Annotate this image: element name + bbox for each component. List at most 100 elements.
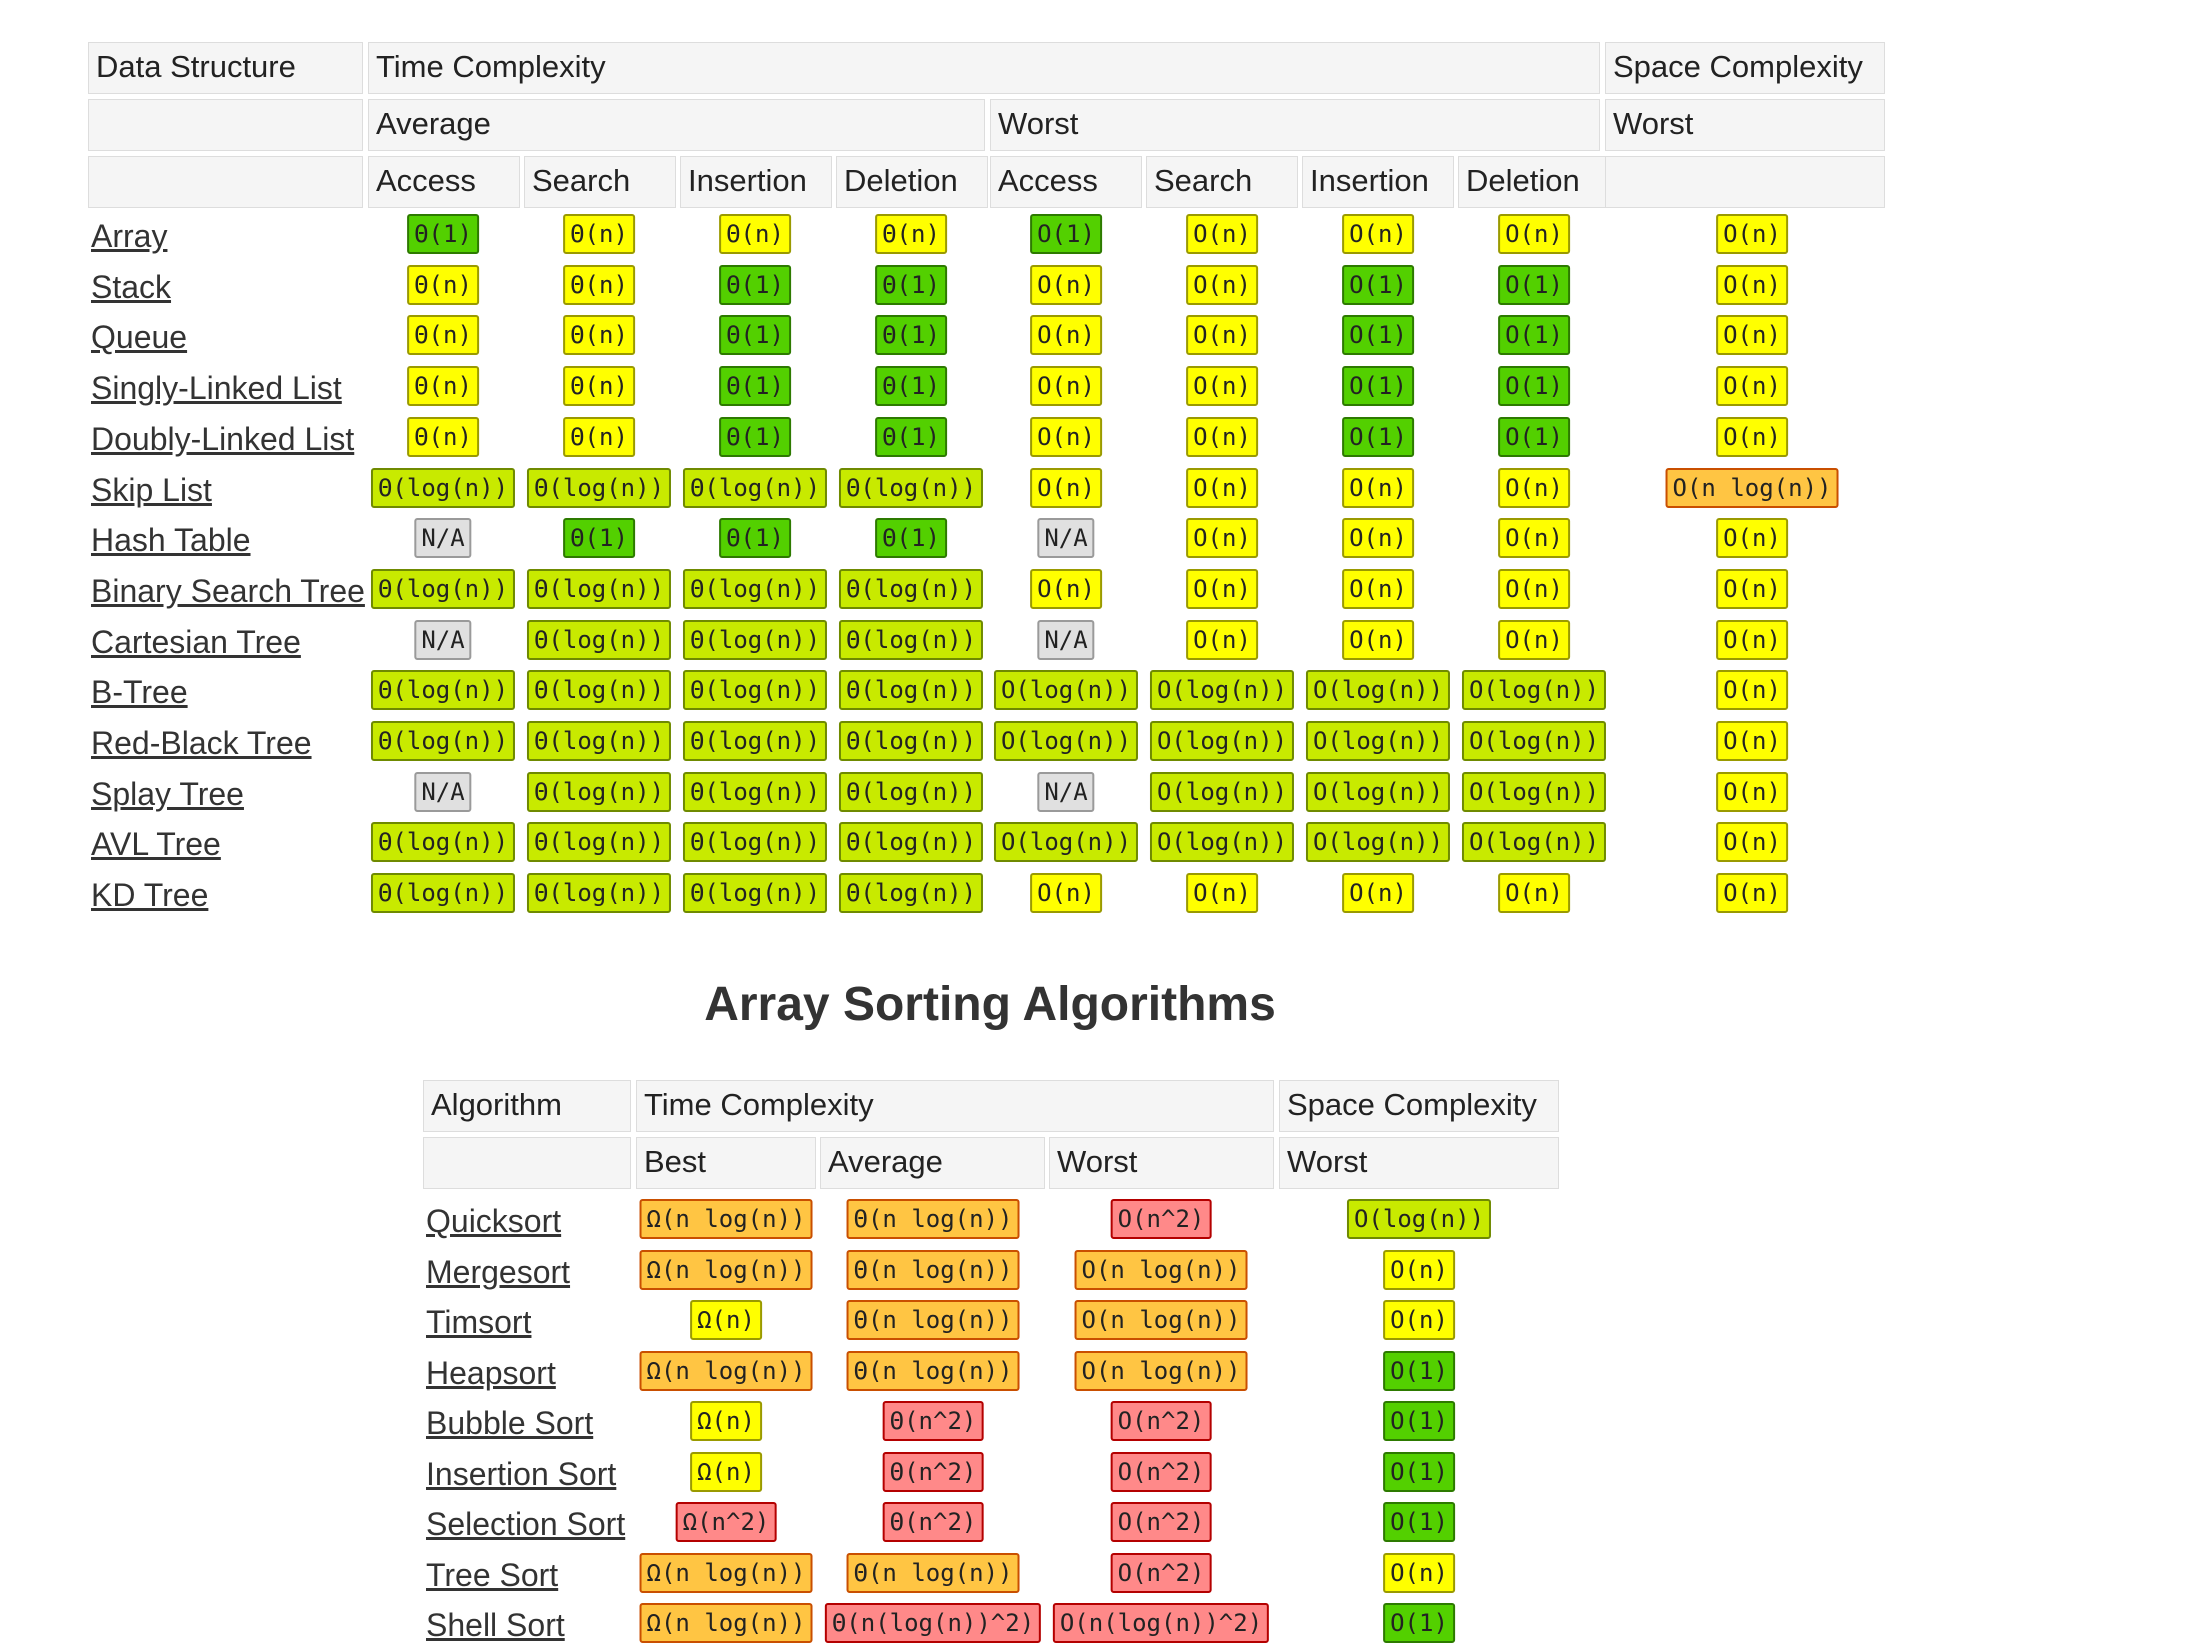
complexity-badge: Ω(n) (690, 1300, 762, 1340)
complexity-badge: Θ(log(n)) (526, 873, 672, 914)
complexity-badge: O(n) (1716, 822, 1788, 863)
complexity-badge: Θ(log(n)) (370, 670, 516, 711)
sorting-section-title: Array Sorting Algorithms (704, 978, 1276, 1031)
complexity-badge: Θ(log(n)) (838, 771, 984, 812)
complexity-badge: O(n) (1716, 518, 1788, 559)
ds-row-link-red-black-tree[interactable]: Red-Black Tree (91, 725, 312, 761)
complexity-badge: Θ(1) (563, 518, 635, 559)
complexity-badge: Ω(n log(n)) (639, 1350, 813, 1391)
ds-row-link-splay-tree[interactable]: Splay Tree (91, 775, 244, 812)
complexity-badge: O(log(n)) (1149, 670, 1295, 711)
complexity-badge: O(n(log(n))^2) (1052, 1603, 1270, 1643)
ds-row-link-skip-list[interactable]: Skip List (91, 471, 212, 508)
complexity-badge: Θ(log(n)) (370, 873, 516, 914)
complexity-badge: Θ(n(log(n))^2) (824, 1603, 1042, 1643)
complexity-badge: O(n) (1383, 1249, 1455, 1290)
complexity-badge: O(n log(n)) (1074, 1350, 1248, 1391)
complexity-badge: Θ(1) (719, 315, 791, 356)
complexity-badge: O(n) (1342, 568, 1414, 609)
complexity-badge: Θ(n) (719, 214, 791, 254)
ds-row-link-queue[interactable]: Queue (91, 319, 188, 356)
ds-row-link-array[interactable]: Array (91, 218, 168, 254)
sort-row-link-tree-sort[interactable]: Tree Sort (426, 1556, 559, 1593)
complexity-badge: O(n) (1498, 518, 1570, 559)
complexity-badge: Θ(n) (407, 416, 479, 457)
complexity-badge: O(1) (1498, 366, 1570, 407)
complexity-badge: O(n) (1383, 1300, 1455, 1340)
complexity-badge: Θ(log(n)) (370, 467, 516, 508)
sort-row-link-shell-sort[interactable]: Shell Sort (426, 1607, 565, 1643)
ds-row-link-avl-tree[interactable]: AVL Tree (91, 826, 221, 863)
complexity-badge: O(n log(n)) (1074, 1300, 1248, 1340)
ds-row-link-kd-tree[interactable]: KD Tree (91, 877, 209, 914)
complexity-badge: Θ(n^2) (882, 1502, 984, 1542)
complexity-badge: Θ(1) (875, 366, 947, 407)
sort-row-link-heapsort[interactable]: Heapsort (426, 1354, 556, 1391)
complexity-badge: Θ(log(n)) (526, 619, 672, 660)
complexity-badge: Θ(log(n)) (682, 670, 828, 711)
complexity-badge: Θ(log(n)) (682, 721, 828, 761)
ds-row-link-binary-search-tree[interactable]: Binary Search Tree (91, 572, 365, 609)
sort-header-empty (423, 1137, 631, 1189)
ds-header-average: Average (368, 99, 985, 151)
ds-row-link-doubly-linked-list[interactable]: Doubly-Linked List (91, 420, 355, 457)
sort-row-link-timsort[interactable]: Timsort (426, 1304, 532, 1340)
ds-row-link-hash-table[interactable]: Hash Table (91, 522, 251, 559)
complexity-badge: O(n) (1716, 771, 1788, 812)
sort-row-link-mergesort[interactable]: Mergesort (426, 1253, 571, 1290)
sort-header-algorithm: Algorithm (423, 1080, 631, 1132)
complexity-badge: Θ(n log(n)) (846, 1199, 1020, 1239)
complexity-badge: O(n^2) (1110, 1552, 1212, 1593)
complexity-badge: O(n) (1342, 214, 1414, 254)
ds-row-link-singly-linked-list[interactable]: Singly-Linked List (91, 370, 342, 407)
complexity-badge: O(log(n)) (993, 822, 1139, 863)
complexity-badge: O(n) (1498, 873, 1570, 914)
complexity-badge: O(1) (1383, 1350, 1455, 1391)
complexity-badge: Θ(log(n)) (682, 467, 828, 508)
ds-row-link-cartesian-tree[interactable]: Cartesian Tree (91, 623, 301, 660)
complexity-badge: Θ(log(n)) (526, 568, 672, 609)
complexity-badge: O(log(n)) (1461, 822, 1607, 863)
ds-row-link-b-tree[interactable]: B-Tree (91, 674, 188, 711)
complexity-badge: Θ(log(n)) (526, 771, 672, 812)
complexity-badge: Θ(1) (875, 264, 947, 305)
complexity-badge: Ω(n) (690, 1451, 762, 1492)
ds-subheader-search-worst: Search (1146, 156, 1298, 208)
sort-row-link-insertion-sort[interactable]: Insertion Sort (426, 1455, 617, 1492)
sort-row-link-quicksort[interactable]: Quicksort (426, 1203, 562, 1239)
complexity-badge: O(log(n)) (1461, 721, 1607, 761)
ds-header-worst: Worst (990, 99, 1600, 151)
complexity-badge: O(log(n)) (1149, 771, 1295, 812)
complexity-badge: O(log(n)) (1305, 721, 1451, 761)
ds-row-link-stack[interactable]: Stack (91, 268, 172, 305)
complexity-badge: O(n) (1186, 873, 1258, 914)
complexity-badge: Θ(log(n)) (838, 822, 984, 863)
ds-subheader-insertion-worst: Insertion (1302, 156, 1454, 208)
complexity-badge: Θ(n^2) (882, 1401, 984, 1441)
complexity-badge: O(n) (1342, 467, 1414, 508)
complexity-badge: Θ(log(n)) (526, 721, 672, 761)
complexity-badge: O(n) (1186, 467, 1258, 508)
complexity-badge: O(n) (1716, 315, 1788, 356)
sort-row-link-selection-sort[interactable]: Selection Sort (426, 1506, 626, 1542)
complexity-badge: O(n) (1383, 1552, 1455, 1593)
complexity-badge: Θ(n) (563, 264, 635, 305)
complexity-badge: O(log(n)) (1305, 771, 1451, 812)
complexity-badge: O(n) (1186, 366, 1258, 407)
complexity-badge: O(1) (1383, 1603, 1455, 1643)
sort-row-link-bubble-sort[interactable]: Bubble Sort (426, 1405, 594, 1441)
complexity-badge: O(n) (1030, 416, 1102, 457)
complexity-badge: Θ(log(n)) (682, 771, 828, 812)
ds-subheader-access-worst: Access (990, 156, 1142, 208)
complexity-badge: O(n) (1342, 619, 1414, 660)
complexity-badge: O(log(n)) (1461, 670, 1607, 711)
sort-header-best: Best (636, 1137, 816, 1189)
sort-header-space-worst: Worst (1279, 1137, 1559, 1189)
complexity-badge: Θ(1) (875, 416, 947, 457)
sort-header-average: Average (820, 1137, 1045, 1189)
complexity-badge: O(n) (1030, 315, 1102, 356)
complexity-badge: Ω(n) (690, 1401, 762, 1441)
complexity-badge: Θ(log(n)) (370, 568, 516, 609)
complexity-badge: Θ(n log(n)) (846, 1249, 1020, 1290)
complexity-badge: O(n) (1030, 264, 1102, 305)
